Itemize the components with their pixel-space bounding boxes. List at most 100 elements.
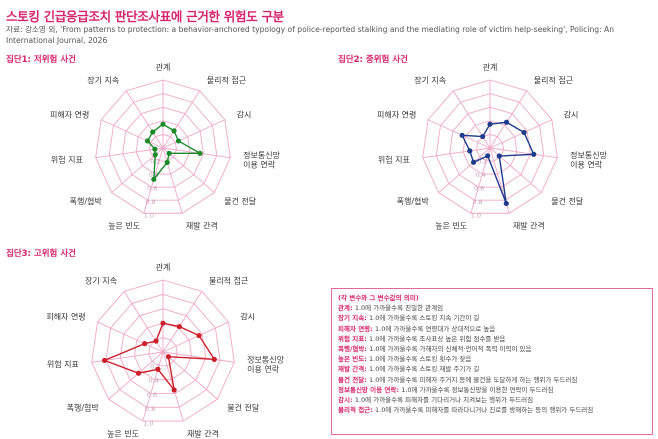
data-point <box>160 320 166 326</box>
tick-label: 1.0 <box>143 419 153 427</box>
legend-item: 정보통신망 이용 연락: 1.0에 가까울수록 정보통신망을 이용한 연락이 두… <box>338 385 646 395</box>
chart-title: 집단3: 고위험 사건 <box>6 248 76 259</box>
source-citation: 자료: 강소영 외, 'From patterns to protection:… <box>6 25 615 45</box>
data-point <box>176 323 182 330</box>
data-point <box>197 150 203 156</box>
data-point <box>196 332 202 339</box>
data-point <box>459 132 465 138</box>
grid-spoke <box>162 321 229 353</box>
grid-spoke <box>422 147 491 159</box>
legend-item: 폭행/협박: 1.0에 가까울수록 가해자의 신체적·언어적 폭력 이력이 있음 <box>338 344 646 354</box>
legend-item-key: 관계: <box>338 304 355 313</box>
grid-spoke <box>97 321 164 353</box>
axis-label: 장기 지속 <box>87 75 119 85</box>
data-point <box>503 119 510 125</box>
axis-label: 물건 전달 <box>224 196 257 206</box>
grid-spoke <box>162 147 183 214</box>
grid-ring <box>119 308 207 394</box>
legend-item: 감시: 1.0에 가까울수록 피해자를 기다리거나 지켜보는 행위가 두드러짐 <box>338 395 646 405</box>
grid-spoke <box>162 119 226 149</box>
tick-label: 0.6 <box>474 185 484 193</box>
legend-item-text: 1.0에 가까울수록 스토킹 지속 기간이 길 <box>369 314 480 323</box>
axis-label: 피해자 연령 <box>46 312 85 322</box>
data-point <box>142 341 148 347</box>
data-point <box>171 387 177 393</box>
tick-label: 0.6 <box>147 391 157 399</box>
tick-label: 0.8 <box>145 198 155 206</box>
data-point <box>155 366 161 372</box>
data-point <box>152 146 158 152</box>
tick-label: 0.8 <box>145 405 155 413</box>
axis-label: 정보통신망 이용 연락 <box>247 355 284 375</box>
legend-item-text: 1.0에 가까울수록 연령대가 상대적으로 높음 <box>375 324 496 333</box>
chart-title: 집단2: 중위험 사건 <box>338 54 408 65</box>
grid-spoke <box>489 90 528 149</box>
axis-label: 폭행/협박 <box>397 196 430 206</box>
axis-label: 물리적 접근 <box>209 275 248 285</box>
data-point <box>152 152 158 158</box>
axis-label: 관계 <box>156 62 171 72</box>
data-point <box>135 370 142 376</box>
grid-ring <box>135 120 191 175</box>
axis-label: 관계 <box>156 262 171 272</box>
legend-item: 재발 간격: 1.0에 가까울수록 스토킹 재발 주기가 길 <box>338 364 646 374</box>
axis-label: 감시 <box>564 109 579 119</box>
axis-label: 물건 전달 <box>227 403 260 413</box>
grid-spoke <box>470 147 491 214</box>
axis-label: 장기 지속 <box>85 275 117 285</box>
data-point <box>211 356 217 362</box>
data-point <box>101 357 108 364</box>
grid-spoke <box>162 147 215 193</box>
tick-label: 0.2 <box>150 362 160 370</box>
axis-label: 피해자 연령 <box>377 109 416 119</box>
data-point <box>151 176 157 182</box>
grid-ring <box>91 279 235 422</box>
legend-item: 피해자 연령: 1.0에 가까울수록 연령대가 상대적으로 높음 <box>338 324 646 334</box>
axis-label: 재발 간격 <box>187 429 219 439</box>
grid-ring <box>122 106 204 188</box>
grid-spoke <box>108 351 164 400</box>
legend-item-key: 장기 지속: <box>338 314 370 323</box>
grid-ring <box>108 93 218 201</box>
grid-spoke <box>125 90 164 149</box>
data-point <box>164 159 170 165</box>
data-point <box>144 138 151 144</box>
data-point <box>496 153 502 159</box>
tick-label: 0.6 <box>147 185 157 193</box>
data-point <box>150 129 156 135</box>
axis-label: 감시 <box>240 312 255 322</box>
grid-spoke <box>162 351 235 363</box>
grid-ring <box>105 293 221 408</box>
data-point <box>171 128 177 134</box>
legend-item: 높은 빈도: 1.0에 가까울수록 스토킹 횟수가 잦음 <box>338 354 646 364</box>
axis-label: 위험 지표 <box>47 360 79 369</box>
legend-item-text: 1.0에 가까울수록 피해자를 기다리거나 지켜보는 행위가 두드러짐 <box>354 396 534 405</box>
axis-label: 피해자 연령 <box>50 109 89 119</box>
legend-item-key: 폭행/협박: <box>338 345 370 354</box>
data-point <box>166 150 172 156</box>
data-point <box>160 121 166 127</box>
legend-item: 관계: 1.0에 가까울수록 친밀한 관계임 <box>338 303 646 313</box>
chart-title: 집단1: 저위험 사건 <box>6 54 76 65</box>
grid-ring <box>449 106 531 188</box>
grid-spoke <box>162 291 203 353</box>
data-point <box>470 159 477 165</box>
data-point <box>153 338 159 344</box>
data-point <box>503 200 509 207</box>
legend-item: 위험 지표: 1.0에 가까울수록 조사표상 높은 위험 점수를 받음 <box>338 334 646 344</box>
tick-label: 1.0 <box>144 212 154 220</box>
tick-label: 1.0 <box>471 212 481 220</box>
data-point <box>467 148 473 154</box>
axis-label: 높은 빈도 <box>108 222 140 231</box>
axis-label: 정보통신망 이용 연락 <box>570 150 607 170</box>
axis-label: 물리적 접근 <box>534 75 573 85</box>
axis-label: 높은 빈도 <box>107 430 139 439</box>
axis-label: 폭행/협박 <box>70 196 103 206</box>
grid-ring <box>462 120 518 175</box>
legend-item-text: 1.0에 가까울수록 가해자의 신체적·언어적 폭력 이력이 있음 <box>369 345 532 354</box>
data-point <box>487 121 493 127</box>
legend-item-text: 1.0에 가까울수록 친밀한 관계임 <box>354 304 444 313</box>
axis-label: 정보통신망 이용 연락 <box>243 150 280 170</box>
